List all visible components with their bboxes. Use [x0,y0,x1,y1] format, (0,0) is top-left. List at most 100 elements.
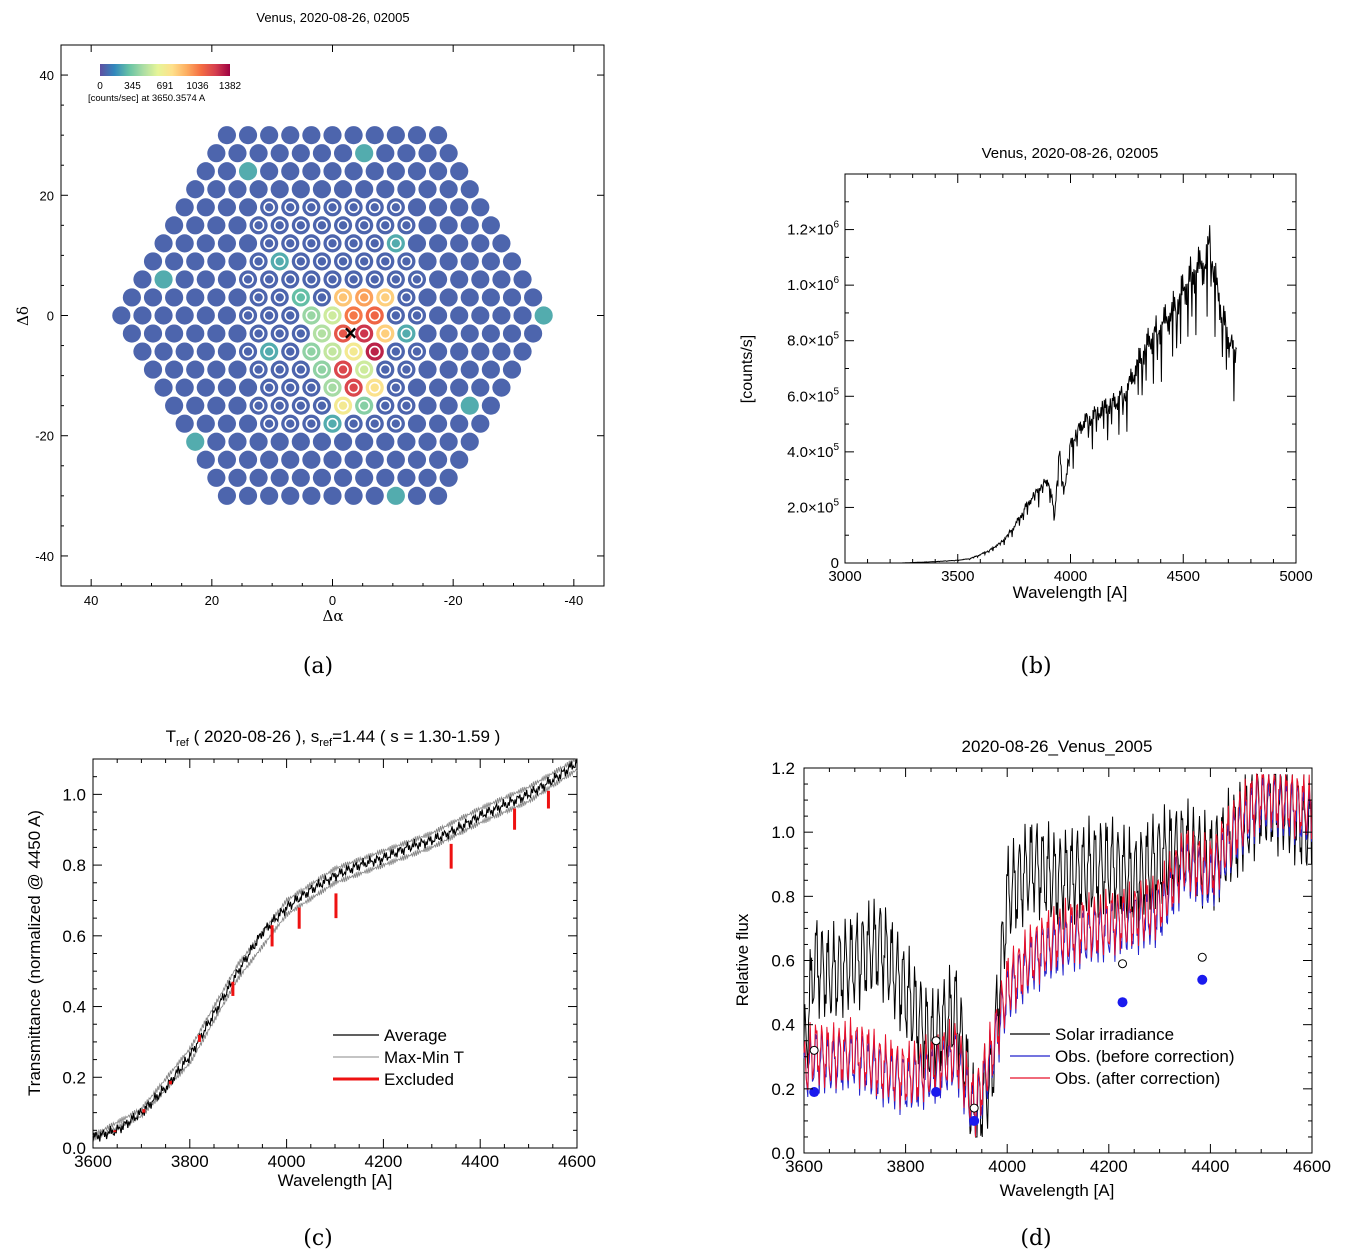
fiber [313,180,331,198]
fiber [334,433,352,451]
x-tick-label: 40 [84,593,98,608]
panel-a-xlabel: Δα [323,607,344,625]
fiber [186,433,204,451]
fiber [503,252,521,270]
fiber [387,415,405,433]
fiber [281,415,299,433]
fiber [376,361,394,379]
fiber [429,487,447,505]
fiber [176,198,194,216]
fiber [228,252,246,270]
fiber [228,180,246,198]
fiber [250,252,268,270]
fiber [292,216,310,234]
fiber [429,270,447,288]
fiber [461,216,479,234]
fiber [323,270,341,288]
fiber [492,342,510,360]
fiber [239,487,257,505]
fiber [471,198,489,216]
fiber [355,433,373,451]
fiber [313,397,331,415]
x-tick-label: 4400 [1191,1157,1229,1176]
y-tick-label: 0.2 [771,1080,795,1099]
fiber [471,306,489,324]
fiber [176,415,194,433]
fiber [366,162,384,180]
panel-d-relative-flux: 2020-08-26_Venus_2005 3600 3800 4000 4200 44… [733,737,1331,1251]
fiber [271,469,289,487]
fiber [271,288,289,306]
fiber [355,361,373,379]
y-tick-label: -20 [35,429,54,444]
colorbar-tick-label: 345 [124,81,141,92]
fiber [186,397,204,415]
fiber [376,324,394,342]
fiber [197,342,215,360]
fiber [197,270,215,288]
fiber [471,270,489,288]
fiber [366,198,384,216]
fiber [345,126,363,144]
fiber [355,469,373,487]
fiber [355,180,373,198]
fiber [239,198,257,216]
fiber [239,451,257,469]
fiber [292,180,310,198]
fiber [376,433,394,451]
fiber [239,415,257,433]
fiber [471,415,489,433]
fiber [418,288,436,306]
fiber [387,342,405,360]
y-tick-label: 2.0×105 [787,497,839,516]
fiber [482,361,500,379]
fiber [207,361,225,379]
panel-c-xlabel: Wavelength [A] [278,1171,393,1190]
fiber [281,162,299,180]
fiber [302,198,320,216]
fiber [271,216,289,234]
y-tick-label: 0.8 [62,856,86,875]
fiber [228,361,246,379]
fiber [197,379,215,397]
fiber [292,361,310,379]
fiber [239,234,257,252]
fiber [334,288,352,306]
fiber [313,288,331,306]
fiber [302,487,320,505]
fiber [133,342,151,360]
fiber [450,342,468,360]
fiber [281,306,299,324]
fiber [133,270,151,288]
fiber [123,324,141,342]
fiber [450,379,468,397]
fiber [197,306,215,324]
fiber [133,306,151,324]
filled-marker [1197,975,1207,985]
fiber [302,126,320,144]
fiber [281,451,299,469]
fiber [408,198,426,216]
fiber [218,126,236,144]
fiber [154,379,172,397]
filled-marker [931,1087,941,1097]
x-tick-label: 4000 [268,1152,306,1171]
fiber [271,433,289,451]
fiber [366,451,384,469]
y-tick-label: 0 [47,309,54,324]
fiber [418,252,436,270]
panel-c-title: Tref ( 2020-08-26 ), sref=1.44 ( s = 1.3… [166,727,501,749]
fiber [323,415,341,433]
fiber [376,469,394,487]
colorbar-tick-label: 691 [157,81,174,92]
fiber [313,144,331,162]
fiber [387,162,405,180]
fiber [366,306,384,324]
fiber [418,361,436,379]
y-tick-label: 0.2 [62,1068,86,1087]
fiber [228,469,246,487]
y-tick-label: 40 [40,68,54,83]
fiber [154,234,172,252]
fiber [387,234,405,252]
fiber [271,324,289,342]
